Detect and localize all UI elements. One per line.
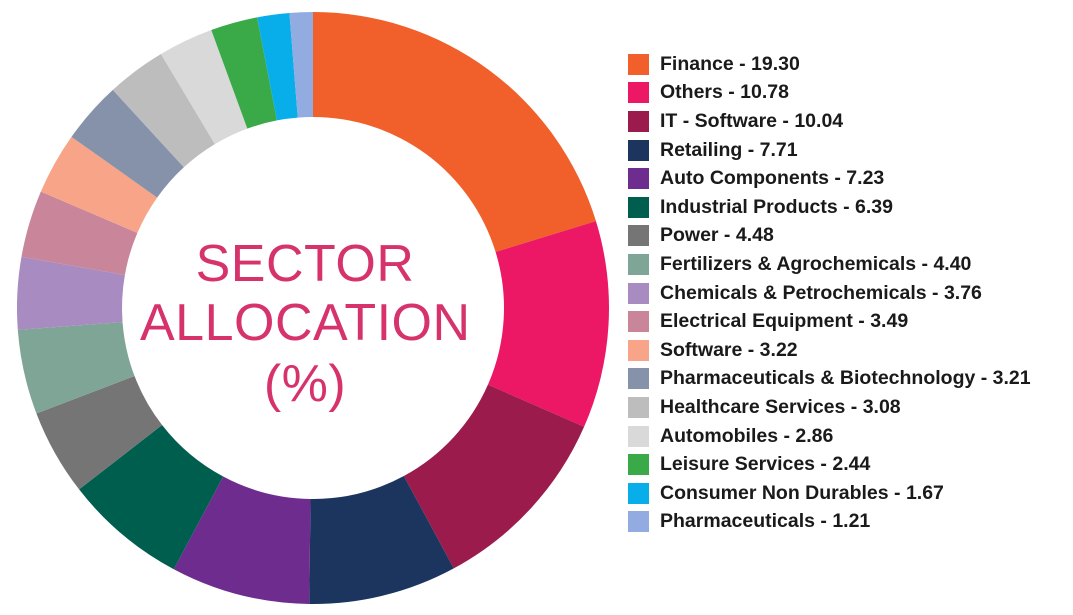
legend-label: Retailing - 7.71: [660, 138, 798, 161]
legend-swatch: [628, 168, 649, 190]
slice-consumer-non-durables: [257, 12, 298, 121]
slice-others: [487, 221, 609, 427]
legend-label: Chemicals & Petrochemicals - 3.76: [660, 281, 982, 304]
legend-item: Consumer Non Durables - 1.67: [628, 479, 1031, 508]
legend-item: Healthcare Services - 3.08: [628, 393, 1031, 422]
legend-label: IT - Software - 10.04: [660, 109, 844, 132]
legend-item: Pharmaceuticals - 1.21: [628, 508, 1031, 537]
legend-item: Pharmaceuticals & Biotechnology - 3.21: [628, 365, 1031, 394]
legend-swatch: [628, 196, 649, 218]
legend-swatch: [628, 311, 649, 333]
slice-leisure-services: [211, 17, 277, 129]
legend-item: Software - 3.22: [628, 336, 1031, 365]
legend-swatch: [628, 225, 649, 247]
legend-item: IT - Software - 10.04: [628, 107, 1031, 136]
center-title-line3: (%): [263, 355, 347, 413]
legend-item: Auto Components - 7.23: [628, 164, 1031, 193]
slice-fertilizers-agrochemicals: [17, 322, 135, 414]
legend-swatch: [628, 454, 649, 476]
legend-swatch: [628, 511, 649, 533]
slice-chemicals-petrochemicals: [16, 256, 125, 330]
slice-automobiles: [160, 30, 248, 145]
legend-label: Software - 3.22: [660, 338, 798, 361]
legend-swatch: [628, 396, 649, 418]
slice-healthcare-services: [112, 54, 215, 168]
legend-swatch: [628, 110, 649, 132]
donut-chart: [16, 12, 609, 604]
legend-swatch: [628, 82, 649, 104]
slice-finance: [313, 12, 596, 252]
legend-swatch: [628, 339, 649, 361]
slice-software: [40, 136, 158, 233]
legend-item: Fertilizers & Agrochemicals - 4.40: [628, 250, 1031, 279]
legend-item: Industrial Products - 6.39: [628, 193, 1031, 222]
slice-it-software: [403, 384, 585, 569]
legend-swatch: [628, 425, 649, 447]
legend-item: Power - 4.48: [628, 222, 1031, 251]
legend-label: Electrical Equipment - 3.49: [660, 310, 909, 333]
legend-swatch: [628, 53, 649, 75]
legend-label: Auto Components - 7.23: [660, 167, 885, 190]
legend-label: Leisure Services - 2.44: [660, 453, 871, 476]
legend-swatch: [628, 253, 649, 275]
legend-label: Finance - 19.30: [660, 52, 800, 75]
legend-label: Healthcare Services - 3.08: [660, 395, 901, 418]
legend-label: Consumer Non Durables - 1.67: [660, 481, 944, 504]
slice-pharmaceuticals-biotechnology: [71, 89, 184, 198]
legend-item: Leisure Services - 2.44: [628, 450, 1031, 479]
legend-swatch: [628, 482, 649, 504]
legend-label: Automobiles - 2.86: [660, 424, 834, 447]
legend: Finance - 19.30 Others - 10.78 IT - Softwa…: [628, 50, 1031, 536]
legend-swatch: [628, 368, 649, 390]
slice-industrial-products: [79, 425, 224, 570]
legend-item: Electrical Equipment - 3.49: [628, 307, 1031, 336]
legend-item: Others - 10.78: [628, 79, 1031, 108]
slice-retailing: [309, 476, 454, 604]
legend-item: Chemicals & Petrochemicals - 3.76: [628, 279, 1031, 308]
slice-auto-components: [173, 476, 311, 604]
slice-electrical-equipment: [21, 191, 138, 275]
legend-swatch: [628, 139, 649, 161]
legend-label: Pharmaceuticals & Biotechnology - 3.21: [660, 367, 1031, 390]
legend-label: Fertilizers & Agrochemicals - 4.40: [660, 252, 972, 275]
legend-item: Automobiles - 2.86: [628, 422, 1031, 451]
legend-label: Others - 10.78: [660, 81, 789, 104]
legend-item: Retailing - 7.71: [628, 136, 1031, 165]
center-title-line2: ALLOCATION: [140, 294, 471, 352]
legend-label: Pharmaceuticals - 1.21: [660, 510, 871, 533]
legend-swatch: [628, 282, 649, 304]
legend-item: Finance - 19.30: [628, 50, 1031, 79]
center-title-line1: SECTOR: [195, 235, 415, 293]
slice-pharmaceuticals: [289, 12, 313, 118]
legend-label: Industrial Products - 6.39: [660, 195, 893, 218]
slice-power: [36, 376, 163, 490]
legend-label: Power - 4.48: [660, 224, 774, 247]
